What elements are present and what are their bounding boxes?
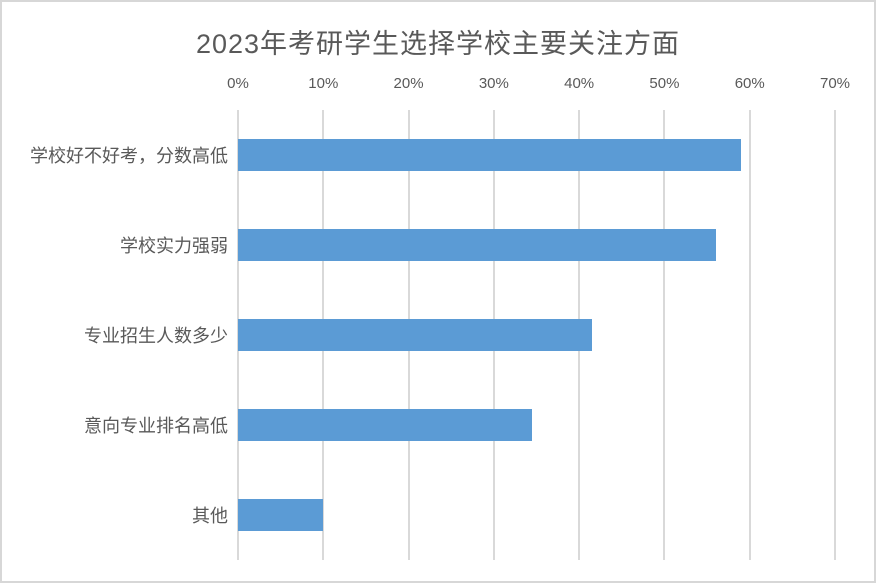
category-labels: 学校好不好考，分数高低学校实力强弱专业招生人数多少 意向专业排名高低其他	[2, 110, 228, 560]
bars	[238, 110, 835, 560]
gridline	[748, 110, 751, 560]
x-axis-tick-labels: 0% 10% 20% 30% 40% 50% 60% 70%	[227, 75, 850, 95]
x-axis-tick-label: 50%	[649, 75, 680, 92]
bar-row	[238, 110, 835, 200]
plot-area	[237, 110, 836, 560]
x-axis-tick-label: 0%	[227, 75, 249, 92]
bar-row	[238, 290, 835, 380]
gridline	[663, 110, 666, 560]
bar-row	[238, 200, 835, 290]
bar	[238, 499, 324, 531]
category-label: 意向专业排名高低	[84, 416, 228, 436]
bar	[238, 409, 533, 441]
bar-row	[238, 470, 835, 560]
bar	[238, 319, 592, 351]
category-label: 学校实力强弱	[120, 236, 228, 256]
category-label: 学校好不好考，分数高低	[30, 146, 228, 166]
category-label: 专业招生人数多少	[84, 326, 228, 346]
x-axis-tick-label: 40%	[564, 75, 595, 92]
gridline	[834, 110, 836, 560]
x-axis-tick-label: 20%	[393, 75, 424, 92]
x-axis-tick-label: 30%	[478, 75, 509, 92]
category-label: 其他	[192, 506, 228, 526]
bar	[238, 229, 716, 261]
x-axis-tick-label: 10%	[308, 75, 339, 92]
chart-title: 2023年考研学生选择学校主要关注方面	[195, 29, 681, 59]
x-axis-tick-label: 60%	[734, 75, 765, 92]
x-axis-tick-label: 70%	[819, 75, 851, 92]
bar-row	[238, 380, 835, 470]
bar	[238, 139, 742, 171]
